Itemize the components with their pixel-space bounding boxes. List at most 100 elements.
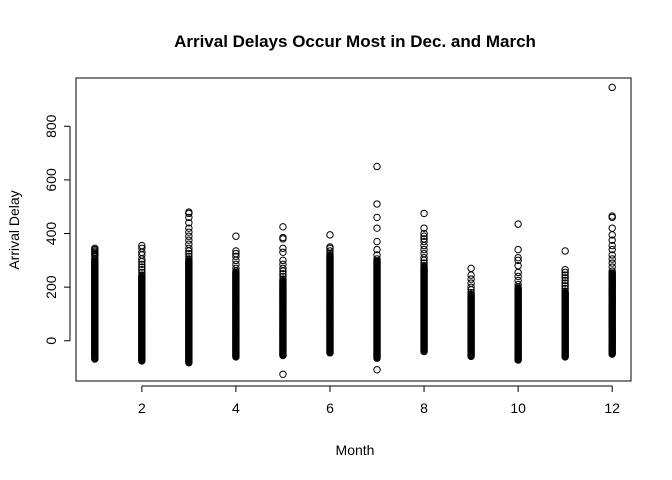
x-tick-label: 2 bbox=[138, 400, 146, 416]
data-point bbox=[420, 261, 428, 270]
data-point bbox=[185, 244, 193, 252]
data-point bbox=[279, 248, 287, 256]
data-point bbox=[185, 255, 193, 263]
data-point bbox=[185, 213, 193, 222]
data-point bbox=[138, 260, 146, 269]
data-point bbox=[373, 213, 381, 222]
data-point bbox=[467, 264, 475, 273]
data-point bbox=[514, 256, 522, 265]
data-point bbox=[514, 268, 522, 277]
data-point bbox=[373, 162, 381, 171]
data-point bbox=[232, 252, 240, 261]
data-point bbox=[185, 224, 193, 232]
data-point bbox=[514, 220, 522, 228]
data-point bbox=[608, 259, 616, 267]
data-point bbox=[420, 229, 428, 238]
y-axis-label: Arrival Delay bbox=[6, 190, 22, 269]
data-point bbox=[232, 264, 240, 273]
data-point bbox=[420, 232, 428, 240]
data-point bbox=[185, 252, 193, 261]
data-point bbox=[561, 266, 569, 274]
x-tick-label: 8 bbox=[420, 400, 428, 416]
data-point bbox=[138, 271, 146, 279]
data-point bbox=[420, 209, 428, 218]
data-point bbox=[608, 212, 616, 220]
data-point bbox=[514, 253, 522, 262]
data-point bbox=[279, 244, 287, 252]
plot-area-frame bbox=[75, 77, 632, 382]
data-point bbox=[561, 287, 569, 295]
data-point bbox=[185, 240, 193, 248]
data-point bbox=[467, 288, 475, 297]
data-point bbox=[420, 235, 428, 243]
data-point bbox=[138, 263, 146, 271]
data-point bbox=[514, 261, 522, 270]
data-point bbox=[561, 274, 569, 282]
data-point bbox=[326, 251, 334, 260]
data-point bbox=[608, 224, 616, 232]
data-point bbox=[514, 272, 522, 281]
data-point bbox=[185, 228, 193, 236]
data-point bbox=[185, 232, 193, 240]
data-point bbox=[373, 251, 381, 259]
data-point bbox=[420, 253, 428, 262]
y-tick-label: 0 bbox=[43, 337, 59, 345]
data-point bbox=[373, 257, 381, 265]
data-point bbox=[138, 266, 146, 274]
data-point bbox=[373, 200, 381, 208]
data-point bbox=[279, 272, 287, 281]
x-axis: 2 4 6 8 10 12 bbox=[138, 385, 620, 416]
data-point bbox=[608, 267, 616, 275]
data-point bbox=[608, 251, 616, 259]
chart-title: Arrival Delays Occur Most in Dec. and Ma… bbox=[174, 32, 536, 51]
data-point bbox=[91, 244, 99, 252]
data-point bbox=[420, 224, 428, 232]
data-point bbox=[373, 366, 381, 374]
data-point bbox=[373, 245, 381, 254]
data-point bbox=[561, 268, 569, 277]
y-tick-label: 200 bbox=[43, 275, 59, 299]
data-point bbox=[608, 245, 616, 254]
data-point bbox=[91, 257, 99, 265]
data-point bbox=[373, 255, 381, 263]
data-point bbox=[608, 263, 616, 271]
data-point bbox=[514, 280, 522, 289]
data-point bbox=[279, 270, 287, 278]
data-point bbox=[279, 264, 287, 273]
data-point bbox=[514, 276, 522, 285]
data-point bbox=[420, 245, 428, 254]
data-point bbox=[185, 219, 193, 227]
data-point bbox=[420, 237, 428, 246]
y-axis: 0 200 400 600 800 bbox=[43, 114, 71, 345]
data-point bbox=[561, 284, 569, 293]
data-point bbox=[326, 247, 334, 255]
data-point bbox=[326, 231, 334, 239]
data-point bbox=[279, 370, 287, 378]
data-point bbox=[279, 233, 287, 242]
data-point bbox=[467, 271, 475, 279]
data-point bbox=[138, 241, 146, 250]
data-point bbox=[232, 260, 240, 269]
data-point bbox=[326, 243, 334, 251]
data-point bbox=[279, 260, 287, 269]
x-tick-label: 12 bbox=[604, 400, 620, 416]
y-tick-label: 600 bbox=[43, 168, 59, 192]
data-point bbox=[232, 232, 240, 240]
data-point bbox=[561, 276, 569, 285]
x-axis-label: Month bbox=[336, 442, 375, 458]
x-tick-label: 6 bbox=[326, 400, 334, 416]
y-tick-label: 800 bbox=[43, 114, 59, 138]
data-point bbox=[185, 236, 193, 244]
data-point bbox=[185, 208, 193, 216]
data-point bbox=[608, 236, 616, 244]
x-tick-label: 4 bbox=[232, 400, 240, 416]
data-point bbox=[467, 275, 475, 283]
data-point bbox=[420, 259, 428, 267]
data-point bbox=[514, 245, 522, 254]
data-point bbox=[420, 249, 428, 258]
data-point bbox=[279, 223, 287, 231]
data-point bbox=[608, 255, 616, 263]
data-points bbox=[91, 83, 616, 378]
data-point bbox=[232, 249, 240, 258]
